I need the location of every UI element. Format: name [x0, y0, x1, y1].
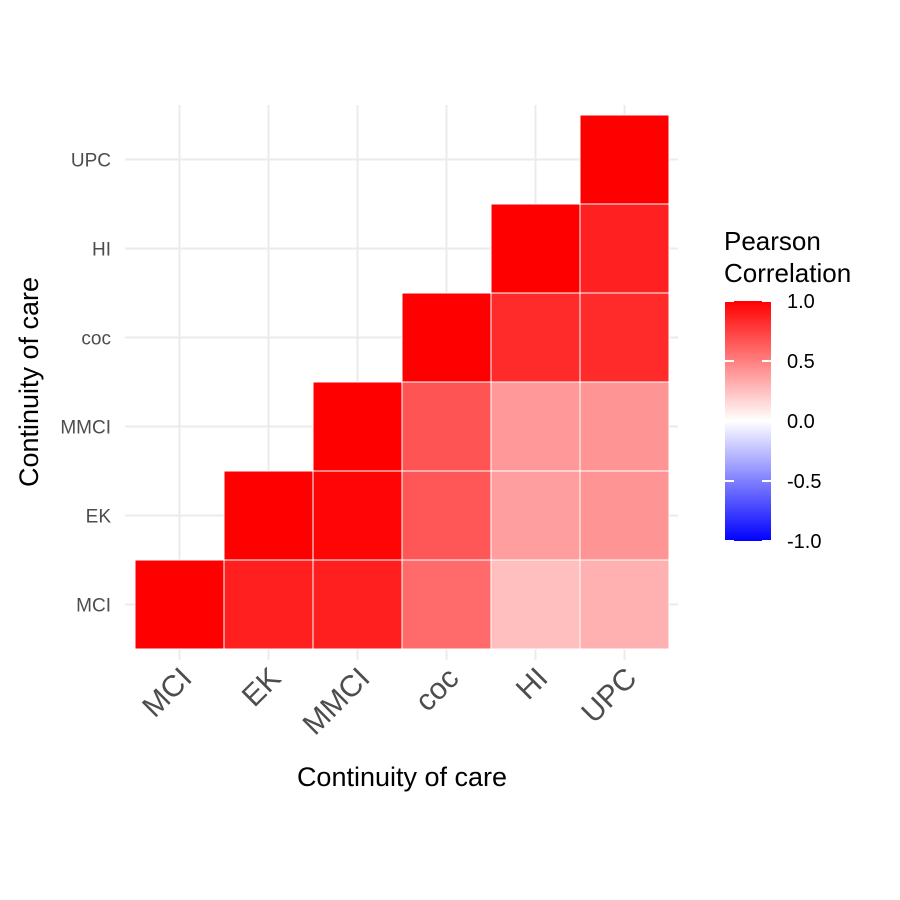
y-tick-label: HI — [92, 240, 111, 261]
x-tick-label: MMCI — [297, 662, 377, 742]
x-tick-label: EK — [236, 662, 288, 714]
heatmap-cell — [490, 381, 581, 472]
heatmap-cell — [312, 381, 403, 472]
heatmap-cell — [401, 559, 492, 650]
y-tick-label: EK — [86, 507, 112, 528]
heatmap-cell — [312, 559, 403, 650]
heatmap-cell — [490, 470, 581, 561]
legend-tick-label: -1.0 — [787, 531, 821, 553]
heatmap-cell — [490, 292, 581, 383]
heatmap-cell — [401, 381, 492, 472]
y-tick-label: MCI — [76, 596, 111, 617]
heatmap-cell — [579, 292, 670, 383]
heatmap-cell — [579, 203, 670, 294]
heatmap-cell — [312, 470, 403, 561]
x-axis-ticks: MCI EK MMCI coc HI UPC — [136, 662, 643, 742]
legend-tick-label: -0.5 — [787, 471, 821, 493]
legend-title-line-1: Pearson — [724, 226, 821, 256]
legend: Pearson Correlation 1.0 0.5 0.0 -0.5 -1.0 — [724, 226, 851, 553]
heatmap-cell — [401, 292, 492, 383]
x-tick-label: MCI — [136, 662, 198, 724]
y-tick-label: UPC — [71, 151, 111, 172]
y-axis-title: Continuity of care — [14, 277, 44, 487]
x-tick-label: HI — [510, 662, 555, 707]
heatmap-cell — [579, 470, 670, 561]
heatmap-cell — [223, 559, 314, 650]
legend-tick-label: 0.0 — [787, 411, 815, 433]
heatmap-cell — [579, 559, 670, 650]
legend-tick-label: 1.0 — [787, 291, 815, 313]
heatmap-cell — [223, 470, 314, 561]
heatmap-cell — [579, 381, 670, 472]
legend-title-line-2: Correlation — [724, 258, 851, 288]
heatmap-cell — [490, 203, 581, 294]
x-tick-label: coc — [409, 662, 465, 718]
x-axis-title: Continuity of care — [297, 762, 507, 792]
heatmap-cell — [401, 470, 492, 561]
legend-tick-label: 0.5 — [787, 351, 815, 373]
legend-ticks: 1.0 0.5 0.0 -0.5 -1.0 — [725, 291, 821, 553]
heatmap-cells — [134, 114, 670, 650]
heatmap-cell — [579, 114, 670, 205]
y-tick-label: MMCI — [60, 418, 111, 439]
heatmap-cell — [490, 559, 581, 650]
y-axis-ticks: MCI EK MMCI coc HI UPC — [60, 151, 111, 617]
heatmap-cell — [134, 559, 225, 650]
x-tick-label: UPC — [575, 662, 643, 730]
y-tick-label: coc — [81, 329, 111, 350]
